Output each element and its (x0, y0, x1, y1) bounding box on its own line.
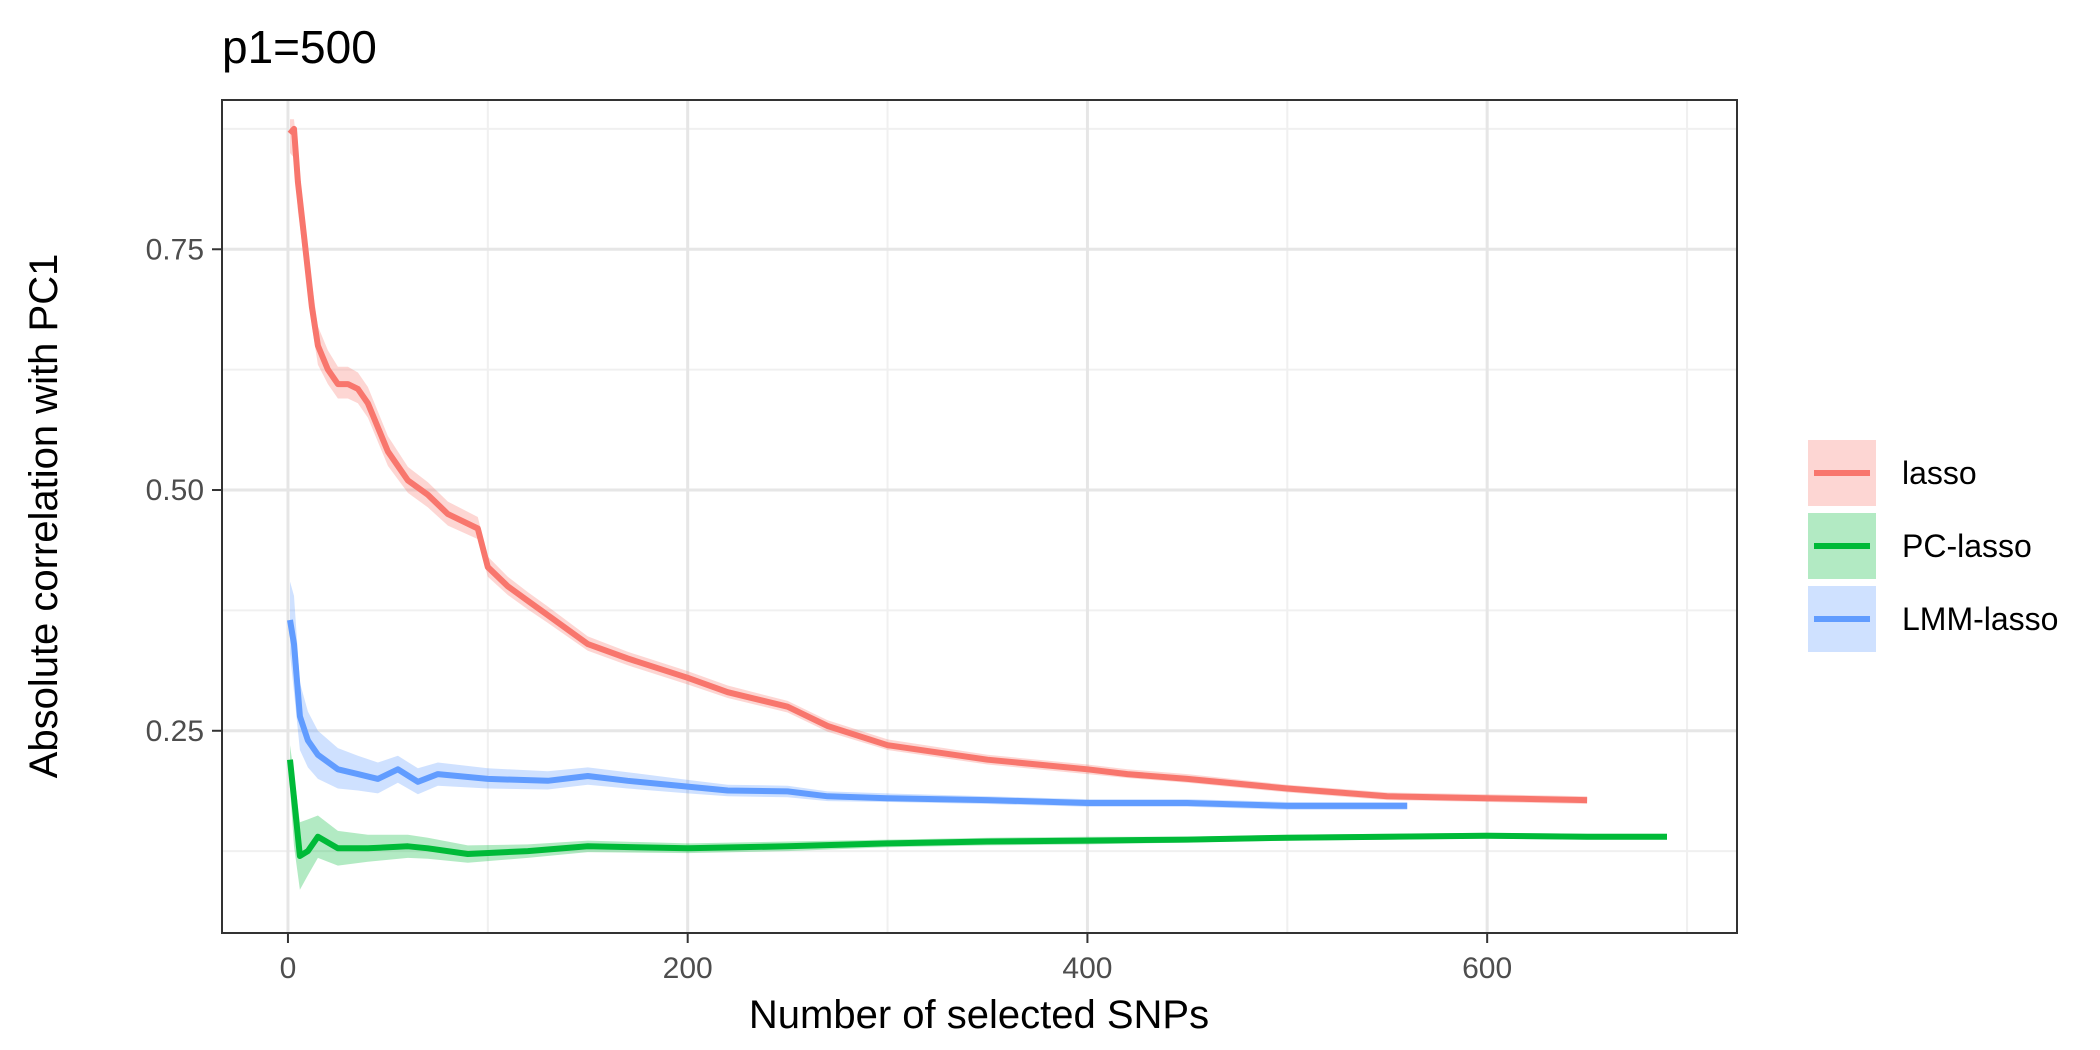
lmm-lasso-line (287, 619, 1408, 809)
legend-item-pc-lasso: PC-lasso (1808, 513, 2032, 579)
y-tick-label: 0.50 (146, 474, 204, 507)
x-tick-label: 400 (1062, 952, 1112, 985)
x-tick-label: 600 (1462, 952, 1512, 985)
chart-title: p1=500 (222, 21, 377, 73)
y-tick-label: 0.25 (146, 715, 204, 748)
x-axis-title: Number of selected SNPs (749, 993, 1209, 1037)
y-axis-title: Absolute correlation with PC1 (22, 254, 66, 779)
legend: lasso PC-lasso LMM-lasso (1808, 440, 2058, 652)
legend-item-lasso: lasso (1808, 440, 1977, 506)
plot-border (221, 99, 1738, 934)
lmm-lasso-legend-label: LMM-lasso (1902, 601, 2058, 637)
plot-area (221, 99, 1738, 934)
plot-panel (222, 100, 1737, 933)
lasso-legend-label: lasso (1902, 455, 1977, 491)
y-tick-label: 0.75 (146, 233, 204, 266)
series-lines (287, 125, 1667, 859)
x-tick-label: 0 (280, 952, 297, 985)
legend-item-lmm-lasso: LMM-lasso (1808, 586, 2058, 652)
pc-lasso-legend-label: PC-lasso (1902, 528, 2032, 564)
major-gridlines (222, 100, 1737, 933)
pc-lasso-line (287, 759, 1667, 859)
y-axis: 0.25 0.50 0.75 (146, 233, 222, 748)
x-tick-label: 200 (663, 952, 713, 985)
lasso-line (287, 125, 1588, 804)
x-axis: 0 200 400 600 (280, 933, 1512, 985)
